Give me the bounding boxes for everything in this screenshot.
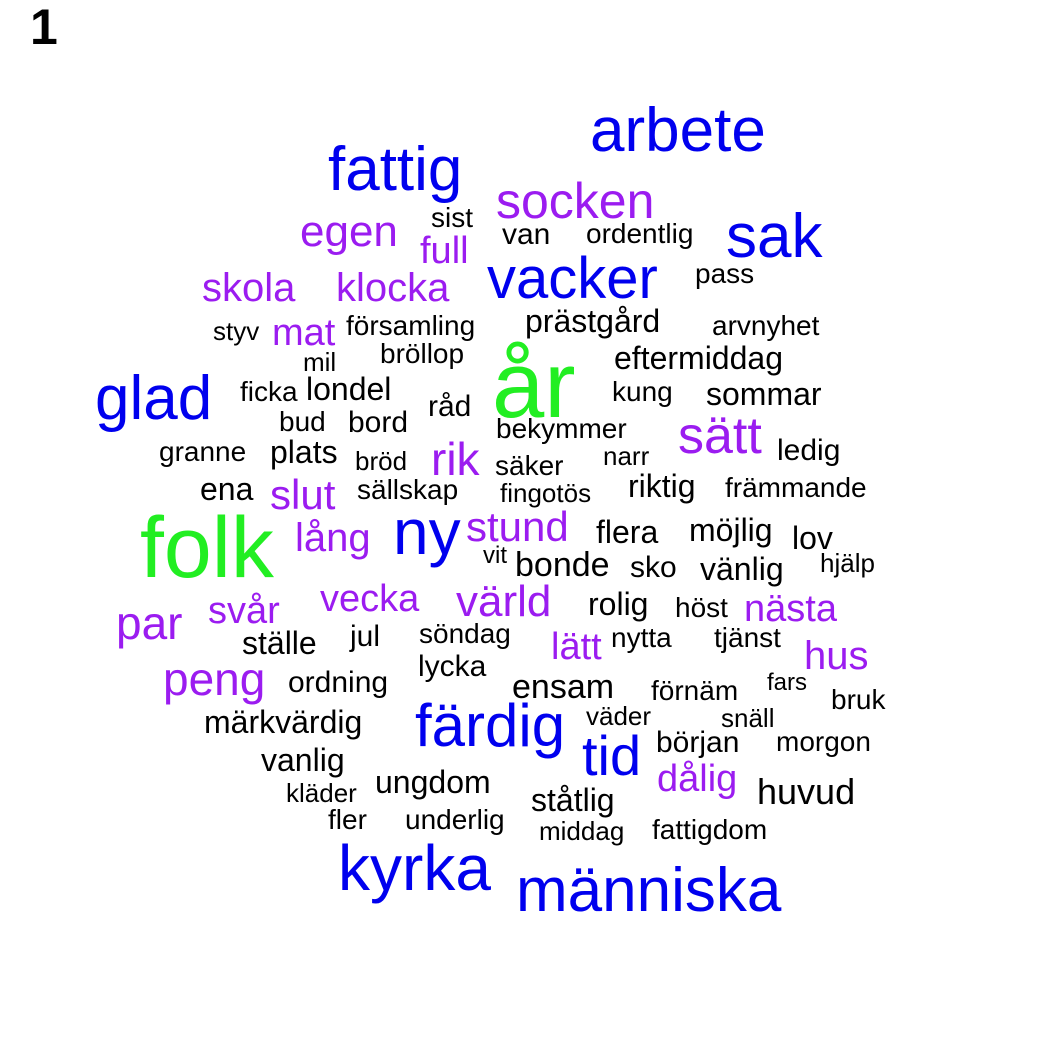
cloud-word: säker [495, 450, 564, 481]
cloud-word: narr [603, 441, 650, 471]
cloud-word: bröllop [380, 338, 465, 369]
cloud-word: tjänst [714, 622, 781, 653]
cloud-word: londel [306, 371, 392, 407]
cloud-word: rik [431, 433, 480, 485]
cloud-word: kyrka [338, 832, 491, 904]
cloud-word: vit [483, 542, 507, 569]
cloud-word: dålig [657, 758, 738, 800]
cloud-word: morgon [776, 726, 871, 757]
cloud-word: sommar [706, 376, 822, 412]
cloud-word: pass [695, 258, 755, 289]
cloud-word: glad [95, 364, 213, 433]
cloud-word: väder [586, 701, 652, 731]
cloud-word: rolig [588, 586, 649, 622]
cloud-word: nästa [744, 588, 837, 630]
cloud-word: vacker [487, 246, 658, 311]
cloud-word: par [116, 597, 183, 649]
cloud-word: bruk [831, 684, 886, 715]
cloud-word: ena [200, 471, 254, 507]
cloud-word: ficka [240, 376, 298, 407]
cloud-word: fingotös [500, 478, 592, 508]
cloud-word: ordentlig [586, 218, 694, 249]
cloud-word: granne [159, 436, 247, 467]
cloud-word: värld [456, 577, 552, 626]
cloud-word: prästgård [525, 303, 661, 339]
cloud-word: tid [582, 724, 642, 787]
cloud-word: middag [539, 816, 625, 846]
cloud-word: riktig [628, 468, 696, 504]
cloud-word: nytta [611, 622, 672, 653]
cloud-word: van [502, 218, 551, 251]
cloud-word: arbete [590, 96, 766, 165]
cloud-word: sak [726, 202, 823, 271]
cloud-word: svår [208, 590, 280, 632]
cloud-word: människa [516, 856, 782, 925]
cloud-word: jul [350, 620, 381, 653]
cloud-word: råd [428, 390, 472, 423]
cloud-word: hus [804, 634, 869, 678]
cloud-word: ny [393, 496, 461, 568]
cloud-word: underlig [405, 804, 505, 835]
cloud-word: klocka [336, 266, 450, 310]
cloud-word: församling [346, 310, 476, 341]
cloud-word: huvud [757, 771, 856, 812]
cloud-word: bud [279, 406, 326, 437]
cloud-word: söndag [419, 618, 511, 649]
cloud-word: sko [630, 551, 677, 584]
cloud-word: fler [328, 804, 367, 835]
cloud-word: kung [612, 376, 673, 407]
cloud-word: ungdom [375, 764, 491, 800]
cloud-word: lätt [551, 626, 602, 668]
cloud-word: socken [496, 173, 655, 229]
cloud-word: ståtlig [531, 782, 615, 818]
cloud-word: vecka [320, 578, 420, 620]
cloud-word: arvnyhet [712, 310, 820, 341]
cloud-word: bröd [355, 446, 408, 476]
cloud-word: styv [213, 316, 260, 346]
cloud-word: skola [202, 266, 296, 310]
cloud-word: hjälp [820, 548, 875, 578]
cloud-word: märkvärdig [204, 704, 363, 740]
cloud-word: år [492, 332, 576, 437]
cloud-word: främmande [725, 472, 867, 503]
cloud-word: peng [163, 653, 266, 705]
cloud-word: vänlig [700, 551, 784, 587]
panel-label: 1 [30, 0, 58, 55]
cloud-word: början [656, 726, 740, 759]
cloud-word: fattigdom [652, 814, 768, 845]
cloud-word: eftermiddag [614, 340, 783, 376]
cloud-word: färdig [415, 692, 566, 759]
cloud-word: lång [295, 516, 371, 560]
cloud-word: förnäm [651, 675, 739, 706]
cloud-word: sätt [678, 407, 762, 465]
cloud-word: bekymmer [496, 413, 627, 444]
cloud-word: mat [272, 312, 336, 354]
cloud-word: snäll [721, 703, 775, 733]
cloud-word: fattig [328, 135, 463, 204]
cloud-word: ordning [288, 666, 389, 699]
cloud-word: fars [767, 669, 808, 696]
cloud-word: bord [348, 406, 409, 439]
cloud-word: ledig [777, 434, 841, 467]
cloud-word: sällskap [357, 474, 459, 505]
cloud-word: mil [303, 347, 337, 377]
cloud-word: folk [140, 500, 274, 596]
cloud-word: lycka [418, 650, 487, 683]
cloud-word: höst [675, 592, 728, 623]
cloud-word: bonde [515, 546, 610, 584]
cloud-word: egen [300, 207, 398, 256]
cloud-word: vanlig [261, 742, 345, 778]
cloud-word: kläder [286, 778, 357, 808]
cloud-word: lov [792, 520, 833, 556]
cloud-word: ensam [512, 668, 615, 706]
cloud-word: ställe [242, 625, 317, 661]
cloud-word: stund [466, 503, 569, 550]
cloud-word: möjlig [689, 512, 773, 548]
cloud-word: full [420, 230, 469, 272]
cloud-word: flera [596, 514, 659, 550]
cloud-word: sist [431, 202, 473, 233]
cloud-word: plats [270, 434, 338, 470]
cloud-word: slut [270, 471, 336, 518]
